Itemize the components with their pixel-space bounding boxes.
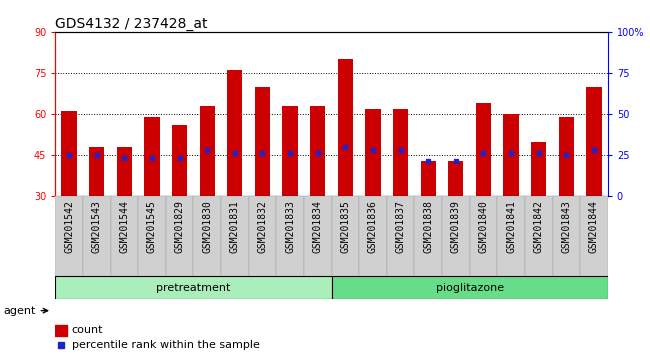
Text: GSM201838: GSM201838 [423,200,433,253]
Bar [525,196,552,276]
Text: GSM201834: GSM201834 [313,200,322,253]
Bar [166,196,194,276]
Text: percentile rank within the sample: percentile rank within the sample [72,340,260,350]
Bar [586,87,601,196]
Text: GSM201829: GSM201829 [175,200,185,253]
Text: agent: agent [3,306,47,316]
Text: GSM201830: GSM201830 [202,200,212,253]
Bar [332,276,608,299]
Bar [365,109,380,196]
Bar [387,196,415,276]
Text: pretreatment: pretreatment [156,282,231,293]
Bar [111,196,138,276]
Text: GSM201840: GSM201840 [478,200,488,253]
Bar [89,147,104,196]
Bar [221,196,248,276]
Bar [442,196,469,276]
Text: GSM201544: GSM201544 [120,200,129,253]
Bar [504,114,519,196]
Bar [227,70,242,196]
Text: GSM201545: GSM201545 [147,200,157,253]
Text: GSM201832: GSM201832 [257,200,267,253]
Text: pioglitazone: pioglitazone [436,282,504,293]
Bar [332,196,359,276]
Bar [55,325,68,336]
Bar [497,196,525,276]
Bar [248,196,276,276]
Text: GSM201839: GSM201839 [451,200,461,253]
Bar [469,196,497,276]
Bar [559,117,574,196]
Bar [304,196,332,276]
Bar [531,142,546,196]
Text: GSM201835: GSM201835 [341,200,350,253]
Bar [310,106,325,196]
Bar [194,196,221,276]
Text: GDS4132 / 237428_at: GDS4132 / 237428_at [55,17,208,31]
Text: count: count [72,325,103,335]
Bar [83,196,111,276]
Text: GSM201844: GSM201844 [589,200,599,253]
Bar [55,196,83,276]
Text: GSM201841: GSM201841 [506,200,516,253]
Bar [552,196,580,276]
Text: GSM201543: GSM201543 [92,200,101,253]
Bar [276,196,304,276]
Bar [62,112,77,196]
Bar [393,109,408,196]
Bar [138,196,166,276]
Bar [255,87,270,196]
Bar [117,147,132,196]
Text: GSM201833: GSM201833 [285,200,295,253]
Bar [421,161,436,196]
Bar [415,196,442,276]
Bar [283,106,298,196]
Text: GSM201842: GSM201842 [534,200,543,253]
Bar [448,161,463,196]
Bar [338,59,353,196]
Bar [144,117,159,196]
Bar [580,196,608,276]
Text: GSM201836: GSM201836 [368,200,378,253]
Text: GSM201837: GSM201837 [396,200,406,253]
Bar [476,103,491,196]
Bar [359,196,387,276]
Bar [200,106,214,196]
Text: GSM201843: GSM201843 [562,200,571,253]
Bar [55,276,332,299]
Text: GSM201542: GSM201542 [64,200,74,253]
Bar [172,125,187,196]
Text: GSM201831: GSM201831 [230,200,240,253]
